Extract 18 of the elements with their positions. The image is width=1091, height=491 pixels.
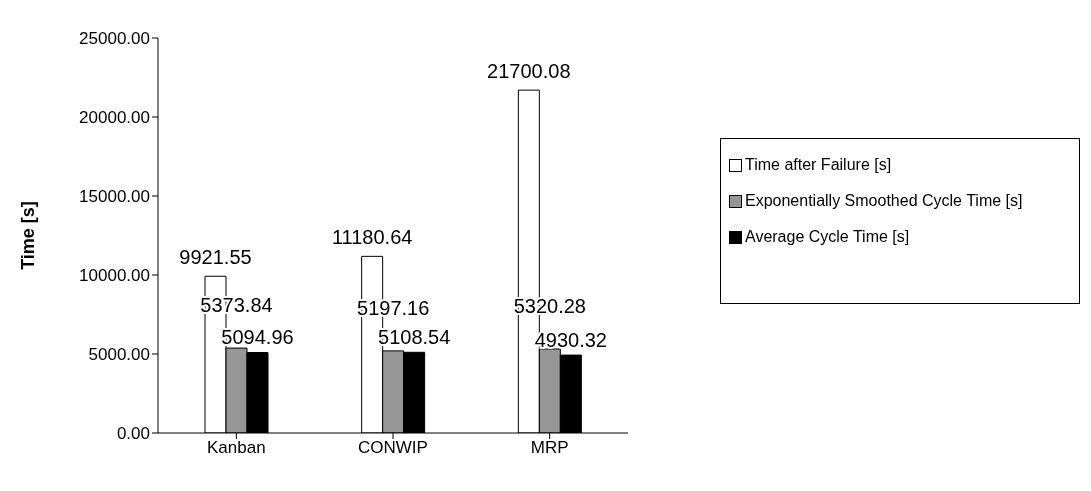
- x-tick-label: MRP: [530, 438, 569, 458]
- legend-label: Exponentially Smoothed Cycle Time [s]: [745, 191, 1023, 211]
- y-tick-label: 0.00: [116, 424, 150, 444]
- data-label: 5094.96: [221, 326, 294, 349]
- data-label: 5373.84: [200, 294, 273, 317]
- y-tick-label: 25000.00: [79, 29, 150, 49]
- x-tick-label: CONWIP: [358, 438, 428, 458]
- y-tick-label: 5000.00: [88, 345, 150, 365]
- data-label: 11180.64: [331, 226, 413, 249]
- y-tick-label: 10000.00: [79, 266, 150, 286]
- data-label: 9921.55: [179, 246, 252, 269]
- legend-label: Time after Failure [s]: [745, 155, 892, 175]
- legend-label: Average Cycle Time [s]: [745, 227, 910, 247]
- y-tick-label: 20000.00: [79, 108, 150, 128]
- y-tick-label: 15000.00: [79, 187, 150, 207]
- x-tick-label: Kanban: [207, 438, 266, 458]
- y-axis-title: Time [s]: [18, 201, 39, 270]
- data-label: 21700.08: [487, 60, 571, 83]
